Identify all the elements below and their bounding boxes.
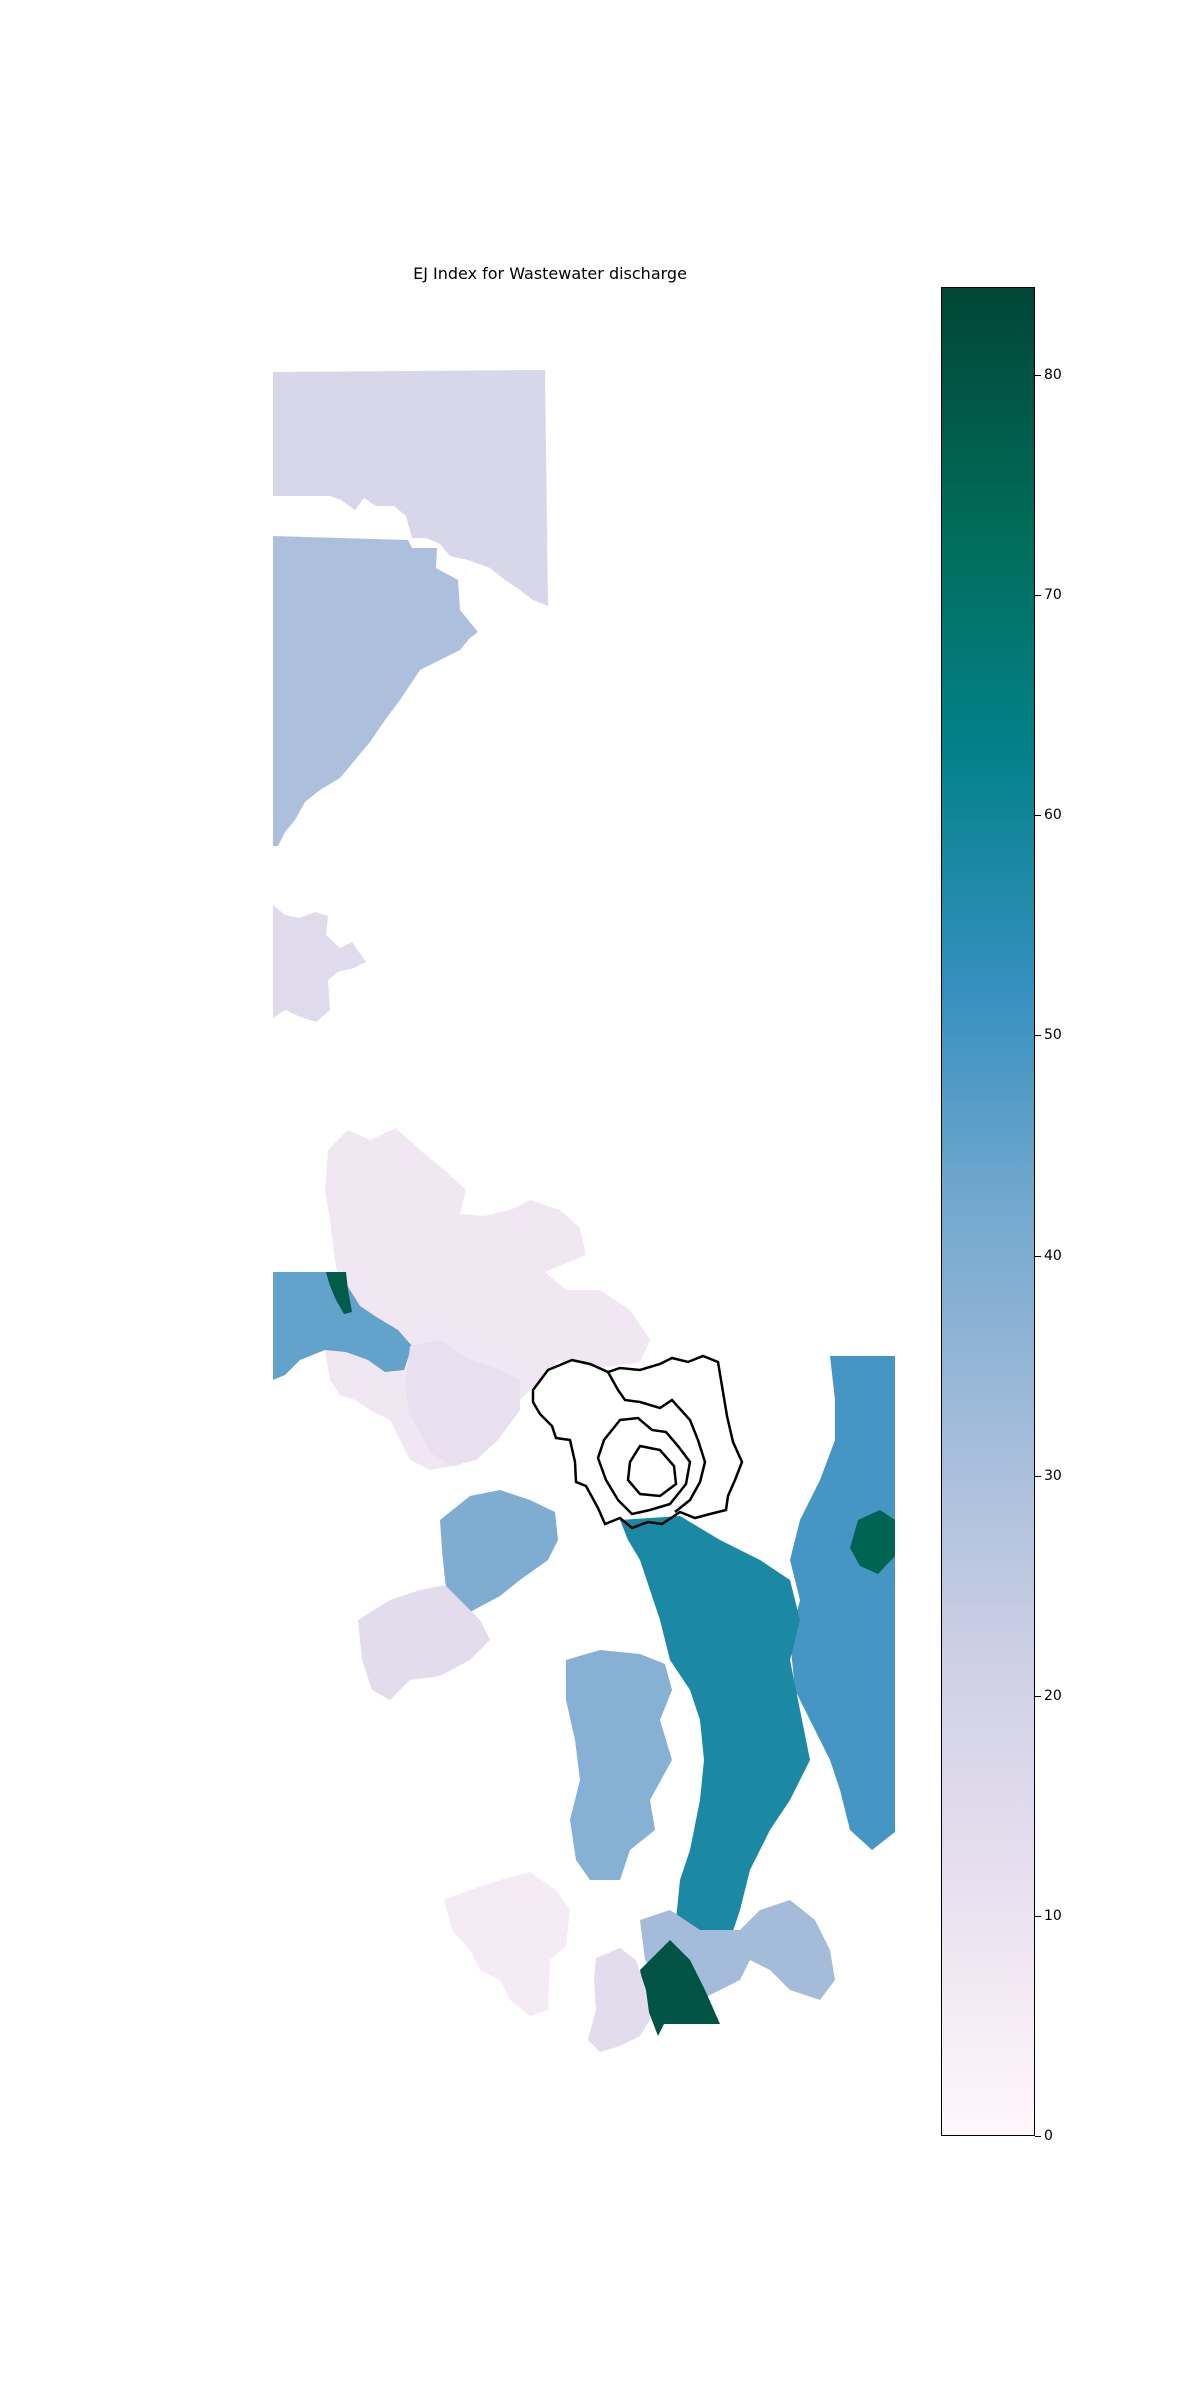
region-mid-west-cluster: [440, 1490, 558, 1612]
outline-boundary-outer: [531, 1354, 744, 1530]
outline-boundary-inner-2: [596, 1416, 692, 1516]
region-far-south: [588, 1948, 650, 2052]
region-west-tracts: [273, 1272, 412, 1380]
region-north-county: [273, 370, 548, 606]
region-east-tracts: [790, 1356, 895, 1850]
region-north-dark-parcel: [326, 1272, 352, 1314]
plot-title: EJ Index for Wastewater discharge: [413, 264, 687, 283]
outline-boundary-inner-1: [606, 1371, 707, 1513]
region-west-enclave: [273, 905, 366, 1022]
region-east-dark-parcel: [850, 1510, 895, 1574]
region-far-south-west: [444, 1872, 570, 2016]
highlight-outline: [531, 1354, 744, 1530]
region-south-dark-parcel: [640, 1940, 720, 2036]
colorbar: [941, 287, 1035, 2136]
region-core-urban: [620, 1516, 810, 1950]
regions-layer: [273, 370, 895, 2052]
region-central-west-tracts: [405, 1340, 520, 1466]
region-south-central-tracts: [566, 1650, 672, 1880]
region-south-west-tracts: [358, 1585, 490, 1700]
outline-boundary-inner-3: [626, 1444, 678, 1498]
region-north-west-coast: [273, 536, 478, 846]
